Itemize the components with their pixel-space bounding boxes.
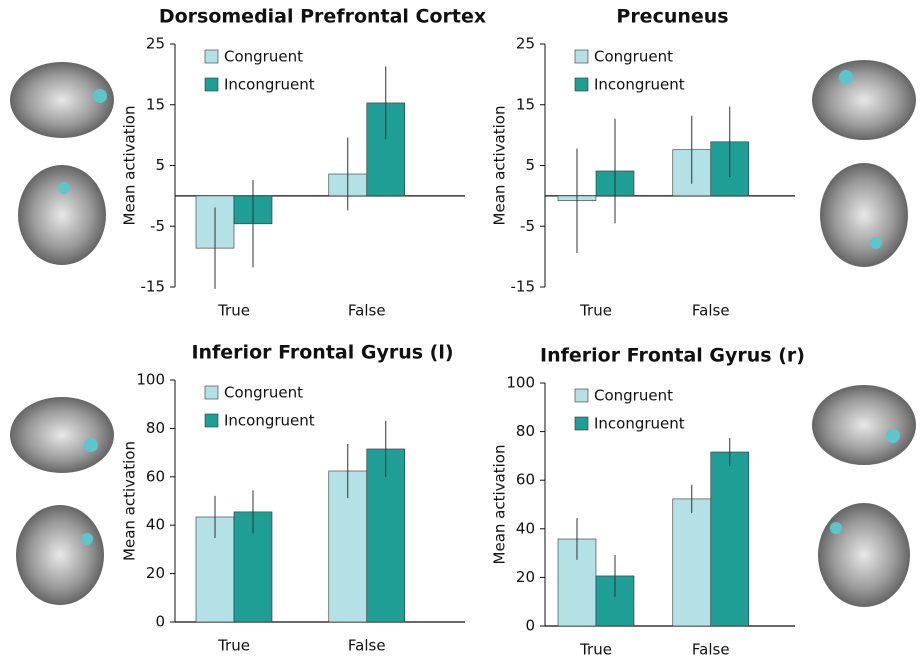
- bar: [673, 499, 711, 626]
- x-tick-label: True: [579, 302, 612, 320]
- y-tick-label: 20: [516, 568, 535, 586]
- chart-title: Dorsomedial Prefrontal Cortex: [159, 6, 486, 28]
- y-tick-label: 0: [525, 617, 535, 635]
- brain-sagittal: [812, 60, 916, 140]
- roi-marker: [81, 533, 93, 545]
- y-tick-label: 5: [155, 156, 165, 174]
- chart-title: Inferior Frontal Gyrus (r): [540, 345, 805, 367]
- brain-axial: [18, 165, 106, 265]
- y-tick-label: 20: [146, 564, 165, 582]
- x-tick-label: True: [579, 641, 612, 659]
- y-axis-label: Mean activation: [121, 106, 139, 226]
- roi-marker: [886, 429, 900, 443]
- y-tick-label: 60: [516, 471, 535, 489]
- x-tick-label: False: [348, 637, 386, 655]
- chart-title: Inferior Frontal Gyrus (l): [191, 342, 453, 364]
- legend-swatch: [575, 389, 588, 402]
- legend-swatch: [205, 386, 218, 399]
- legend-label: Congruent: [224, 48, 303, 66]
- legend-label: Incongruent: [224, 76, 315, 94]
- brain-axial: [16, 505, 104, 605]
- y-tick-label: 80: [146, 419, 165, 437]
- brain-axial: [820, 163, 908, 267]
- brain-sagittal: [10, 397, 114, 473]
- legend-swatch: [205, 78, 218, 91]
- y-tick-label: 25: [516, 35, 535, 53]
- chart-title: Precuneus: [616, 6, 728, 28]
- y-axis-label: Mean activation: [121, 441, 139, 561]
- y-tick-label: 25: [146, 35, 165, 53]
- y-tick-label: 60: [146, 467, 165, 485]
- y-tick-label: -15: [141, 278, 166, 296]
- brain-sagittal: [812, 385, 916, 465]
- brain-axial: [818, 503, 910, 607]
- y-axis-label: Mean activation: [491, 106, 509, 226]
- legend-swatch: [575, 78, 588, 91]
- y-tick-label: 15: [516, 95, 535, 113]
- y-tick-label: 5: [525, 156, 535, 174]
- y-tick-label: 40: [146, 516, 165, 534]
- roi-marker: [870, 237, 882, 249]
- y-tick-label: 100: [136, 371, 165, 389]
- y-tick-label: -5: [520, 217, 535, 235]
- roi-marker: [93, 89, 107, 103]
- figure: Dorsomedial Prefrontal Cortex Mean activa…: [0, 0, 924, 660]
- y-tick-label: -5: [150, 217, 165, 235]
- x-tick-label: False: [692, 641, 730, 659]
- legend-label: Congruent: [594, 387, 673, 405]
- roi-marker: [839, 70, 853, 84]
- legend-label: Congruent: [594, 48, 673, 66]
- roi-marker: [830, 522, 842, 534]
- x-tick-label: False: [692, 302, 730, 320]
- page: Dorsomedial Prefrontal Cortex Mean activa…: [0, 0, 924, 660]
- legend-label: Incongruent: [594, 415, 685, 433]
- y-tick-label: 40: [516, 519, 535, 537]
- y-tick-label: 100: [506, 374, 535, 392]
- y-tick-label: 0: [155, 613, 165, 631]
- y-tick-label: -15: [511, 278, 536, 296]
- legend-swatch: [205, 414, 218, 427]
- x-tick-label: False: [348, 302, 386, 320]
- roi-marker: [58, 182, 70, 194]
- legend-label: Incongruent: [594, 76, 685, 94]
- legend-swatch: [575, 417, 588, 430]
- legend-swatch: [575, 50, 588, 63]
- y-axis-label: Mean activation: [491, 445, 509, 565]
- x-tick-label: True: [217, 637, 250, 655]
- x-tick-label: True: [217, 302, 250, 320]
- legend-swatch: [205, 50, 218, 63]
- y-tick-label: 15: [146, 95, 165, 113]
- legend-label: Congruent: [224, 384, 303, 402]
- bar: [711, 452, 749, 626]
- roi-marker: [84, 438, 98, 452]
- y-tick-label: 80: [516, 422, 535, 440]
- legend-label: Incongruent: [224, 412, 315, 430]
